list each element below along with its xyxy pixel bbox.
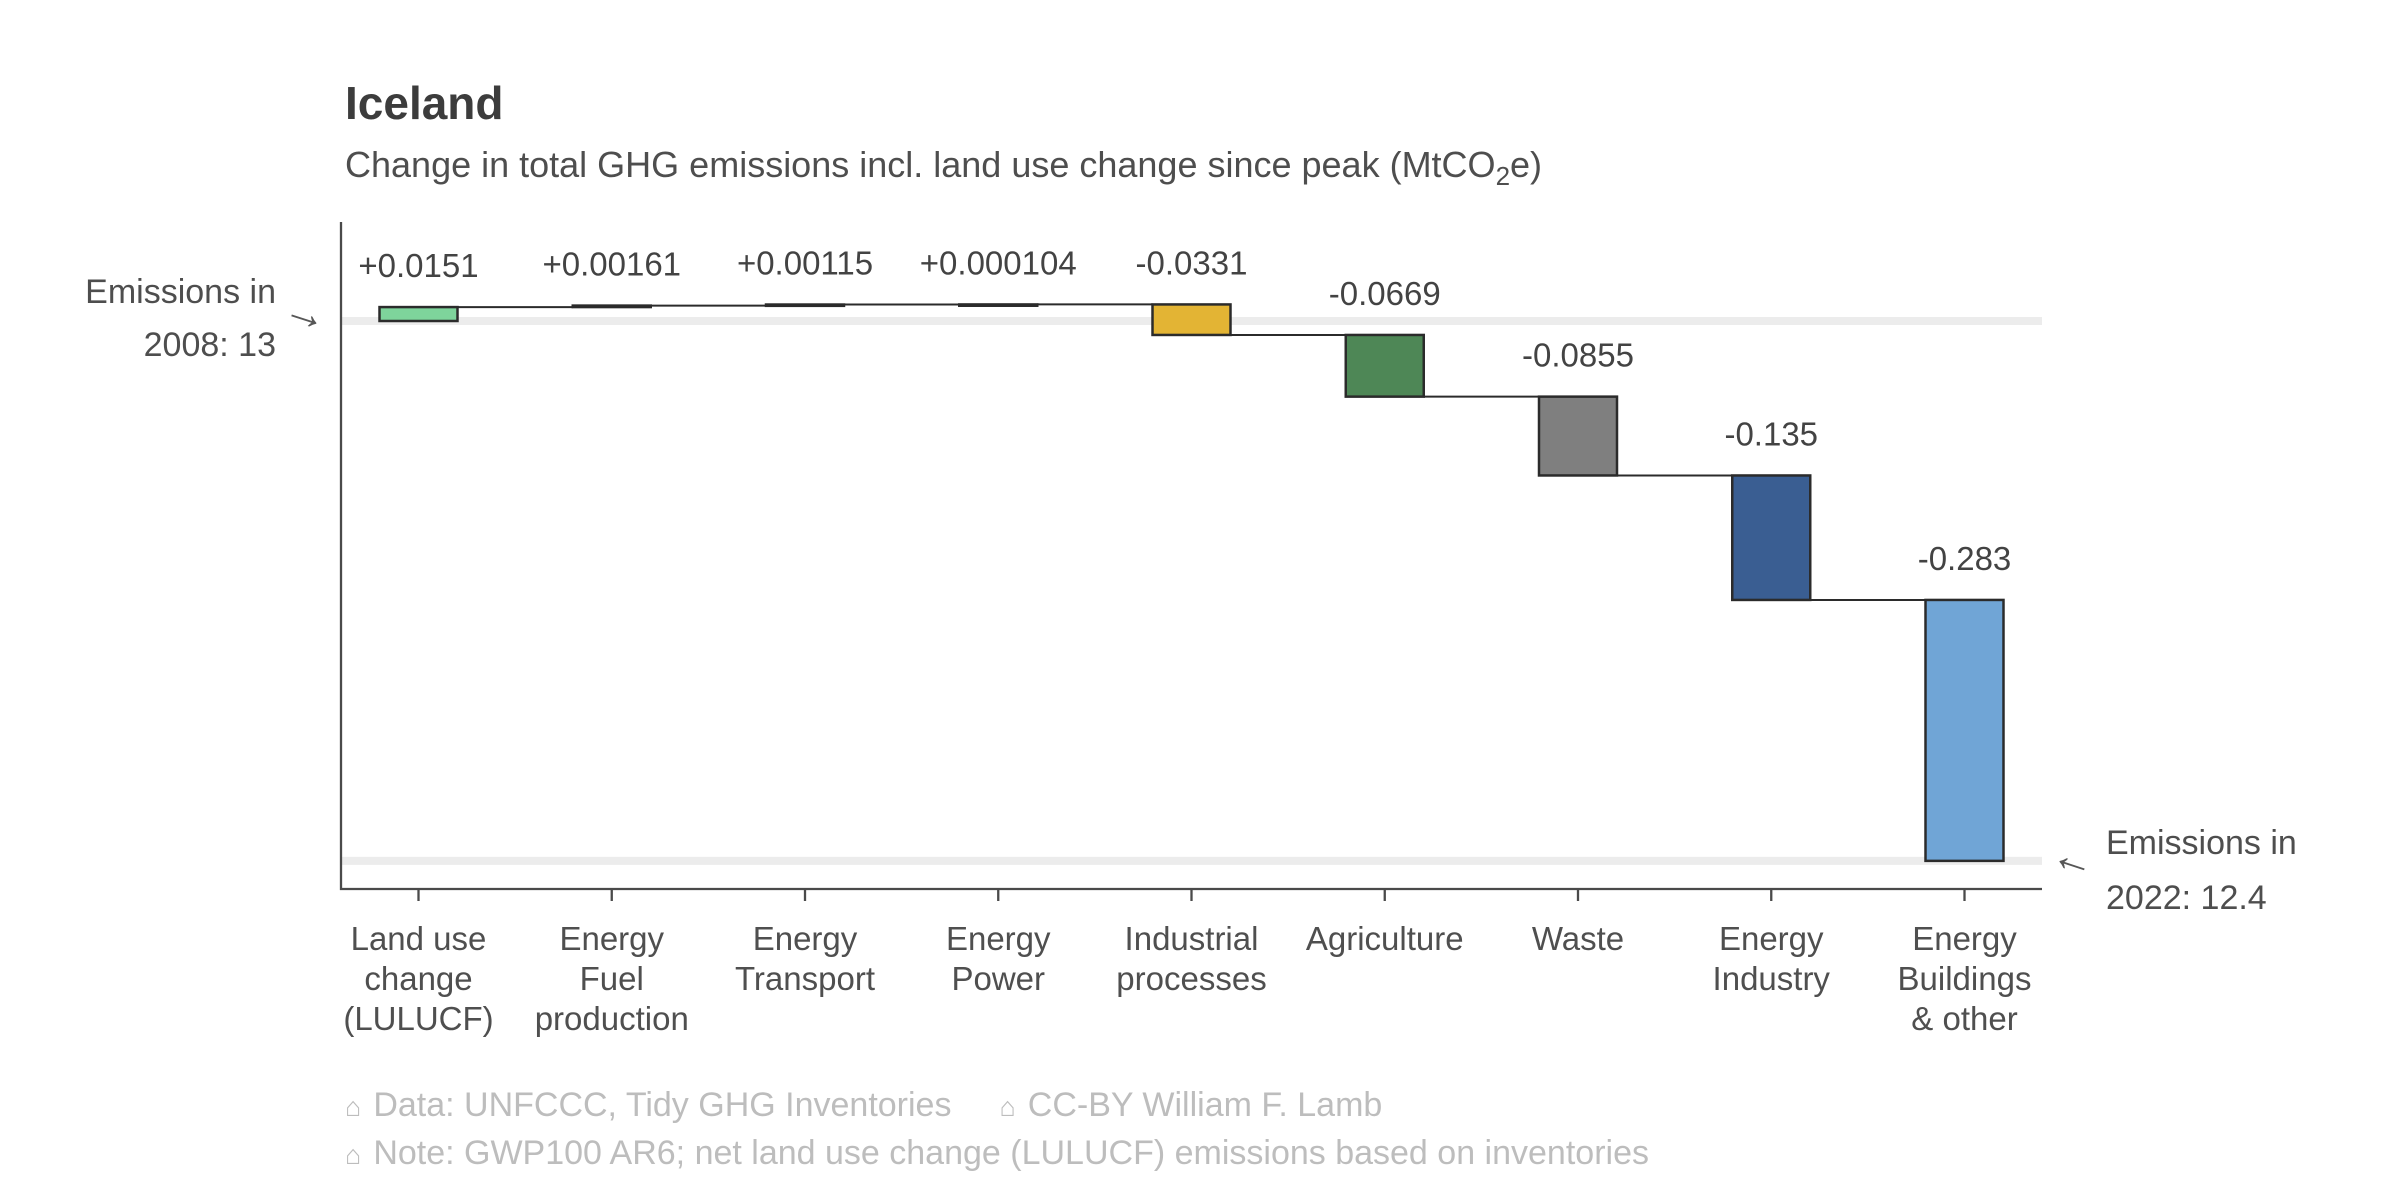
footer-line-2: ⌂ Note: GWP100 AR6; net land use change (… — [345, 1130, 1649, 1178]
axis-line — [339, 222, 2042, 891]
category-label-energy-industry: Energy Industry — [1713, 920, 1831, 997]
waterfall-bar-energy-industry — [1731, 474, 1812, 602]
waterfall-bar-energy-power — [958, 303, 1039, 307]
chart-subtitle-subscript: 2 — [1495, 161, 1511, 192]
home-icon: ⌂ — [345, 1092, 362, 1122]
start-annotation-line1: Emissions in — [85, 273, 276, 311]
value-label-energy-buildings-other: -0.283 — [1918, 540, 2012, 577]
category-label-waste: Waste — [1532, 920, 1624, 957]
end-level-band — [341, 856, 2042, 865]
footer-data-credit: Data: UNFCCC, Tidy GHG Inventories — [373, 1086, 952, 1124]
value-label-waste: -0.0855 — [1522, 337, 1634, 374]
waterfall-bar-agriculture — [1344, 333, 1425, 398]
page-title: Iceland — [345, 77, 504, 129]
value-label-energy-transport: +0.00115 — [737, 245, 873, 282]
category-label-energy-buildings-other: Energy Buildings & other — [1898, 920, 2032, 1037]
end-annotation-line2: 2022: 12.4 — [2106, 879, 2267, 917]
chart-subtitle: Change in total GHG emissions incl. land… — [345, 144, 1542, 192]
value-label-land-use-change-lulucf: +0.0151 — [358, 247, 478, 284]
chart-subtitle-unit-suffix: e) — [1510, 144, 1543, 185]
value-label-energy-power: +0.000104 — [920, 244, 1077, 281]
category-label-energy-transport: Energy Transport — [735, 920, 875, 997]
start-level-annotation: Emissions in 2008: 13 — [28, 266, 276, 372]
category-label-energy-power: Energy Power — [946, 920, 1051, 997]
value-label-energy-industry: -0.135 — [1724, 415, 1818, 452]
end-level-annotation: Emissions in 2022: 12.4 — [2106, 816, 2297, 926]
category-label-agriculture: Agriculture — [1306, 920, 1464, 957]
footer-license: CC-BY William F. Lamb — [1027, 1086, 1383, 1124]
value-label-energy-fuel-production: +0.00161 — [542, 246, 681, 283]
value-label-agriculture: -0.0669 — [1329, 275, 1441, 312]
category-label-land-use-change-lulucf: Land use change (LULUCF) — [343, 920, 493, 1037]
waterfall-bar-energy-fuel-production — [571, 304, 652, 309]
value-label-industrial-processes: -0.0331 — [1136, 244, 1248, 281]
waterfall-bar-energy-buildings-other — [1924, 598, 2005, 863]
waterfall-bar-waste — [1537, 395, 1619, 477]
category-label-energy-fuel-production: Energy Fuel production — [535, 920, 689, 1037]
footer-line-1: ⌂ Data: UNFCCC, Tidy GHG Inventories ⌂ CC-B… — [345, 1082, 1649, 1130]
home-icon: ⌂ — [345, 1140, 362, 1170]
category-label-industrial-processes: Industrial processes — [1116, 920, 1266, 997]
waterfall-bar-land-use-change-lulucf — [378, 305, 459, 323]
footer-note: Note: GWP100 AR6; net land use change (L… — [373, 1134, 1649, 1172]
waterfall-bar-industrial-processes — [1151, 303, 1232, 337]
start-annotation-line2: 2008: 13 — [143, 326, 276, 364]
home-icon: ⌂ — [999, 1092, 1016, 1122]
end-annotation-line1: Emissions in — [2106, 824, 2297, 862]
waterfall-bar-energy-transport — [764, 303, 846, 308]
footer: ⌂ Data: UNFCCC, Tidy GHG Inventories ⌂ CC-B… — [345, 1082, 1649, 1178]
chart-subtitle-text: Change in total GHG emissions incl. land… — [345, 144, 1496, 185]
